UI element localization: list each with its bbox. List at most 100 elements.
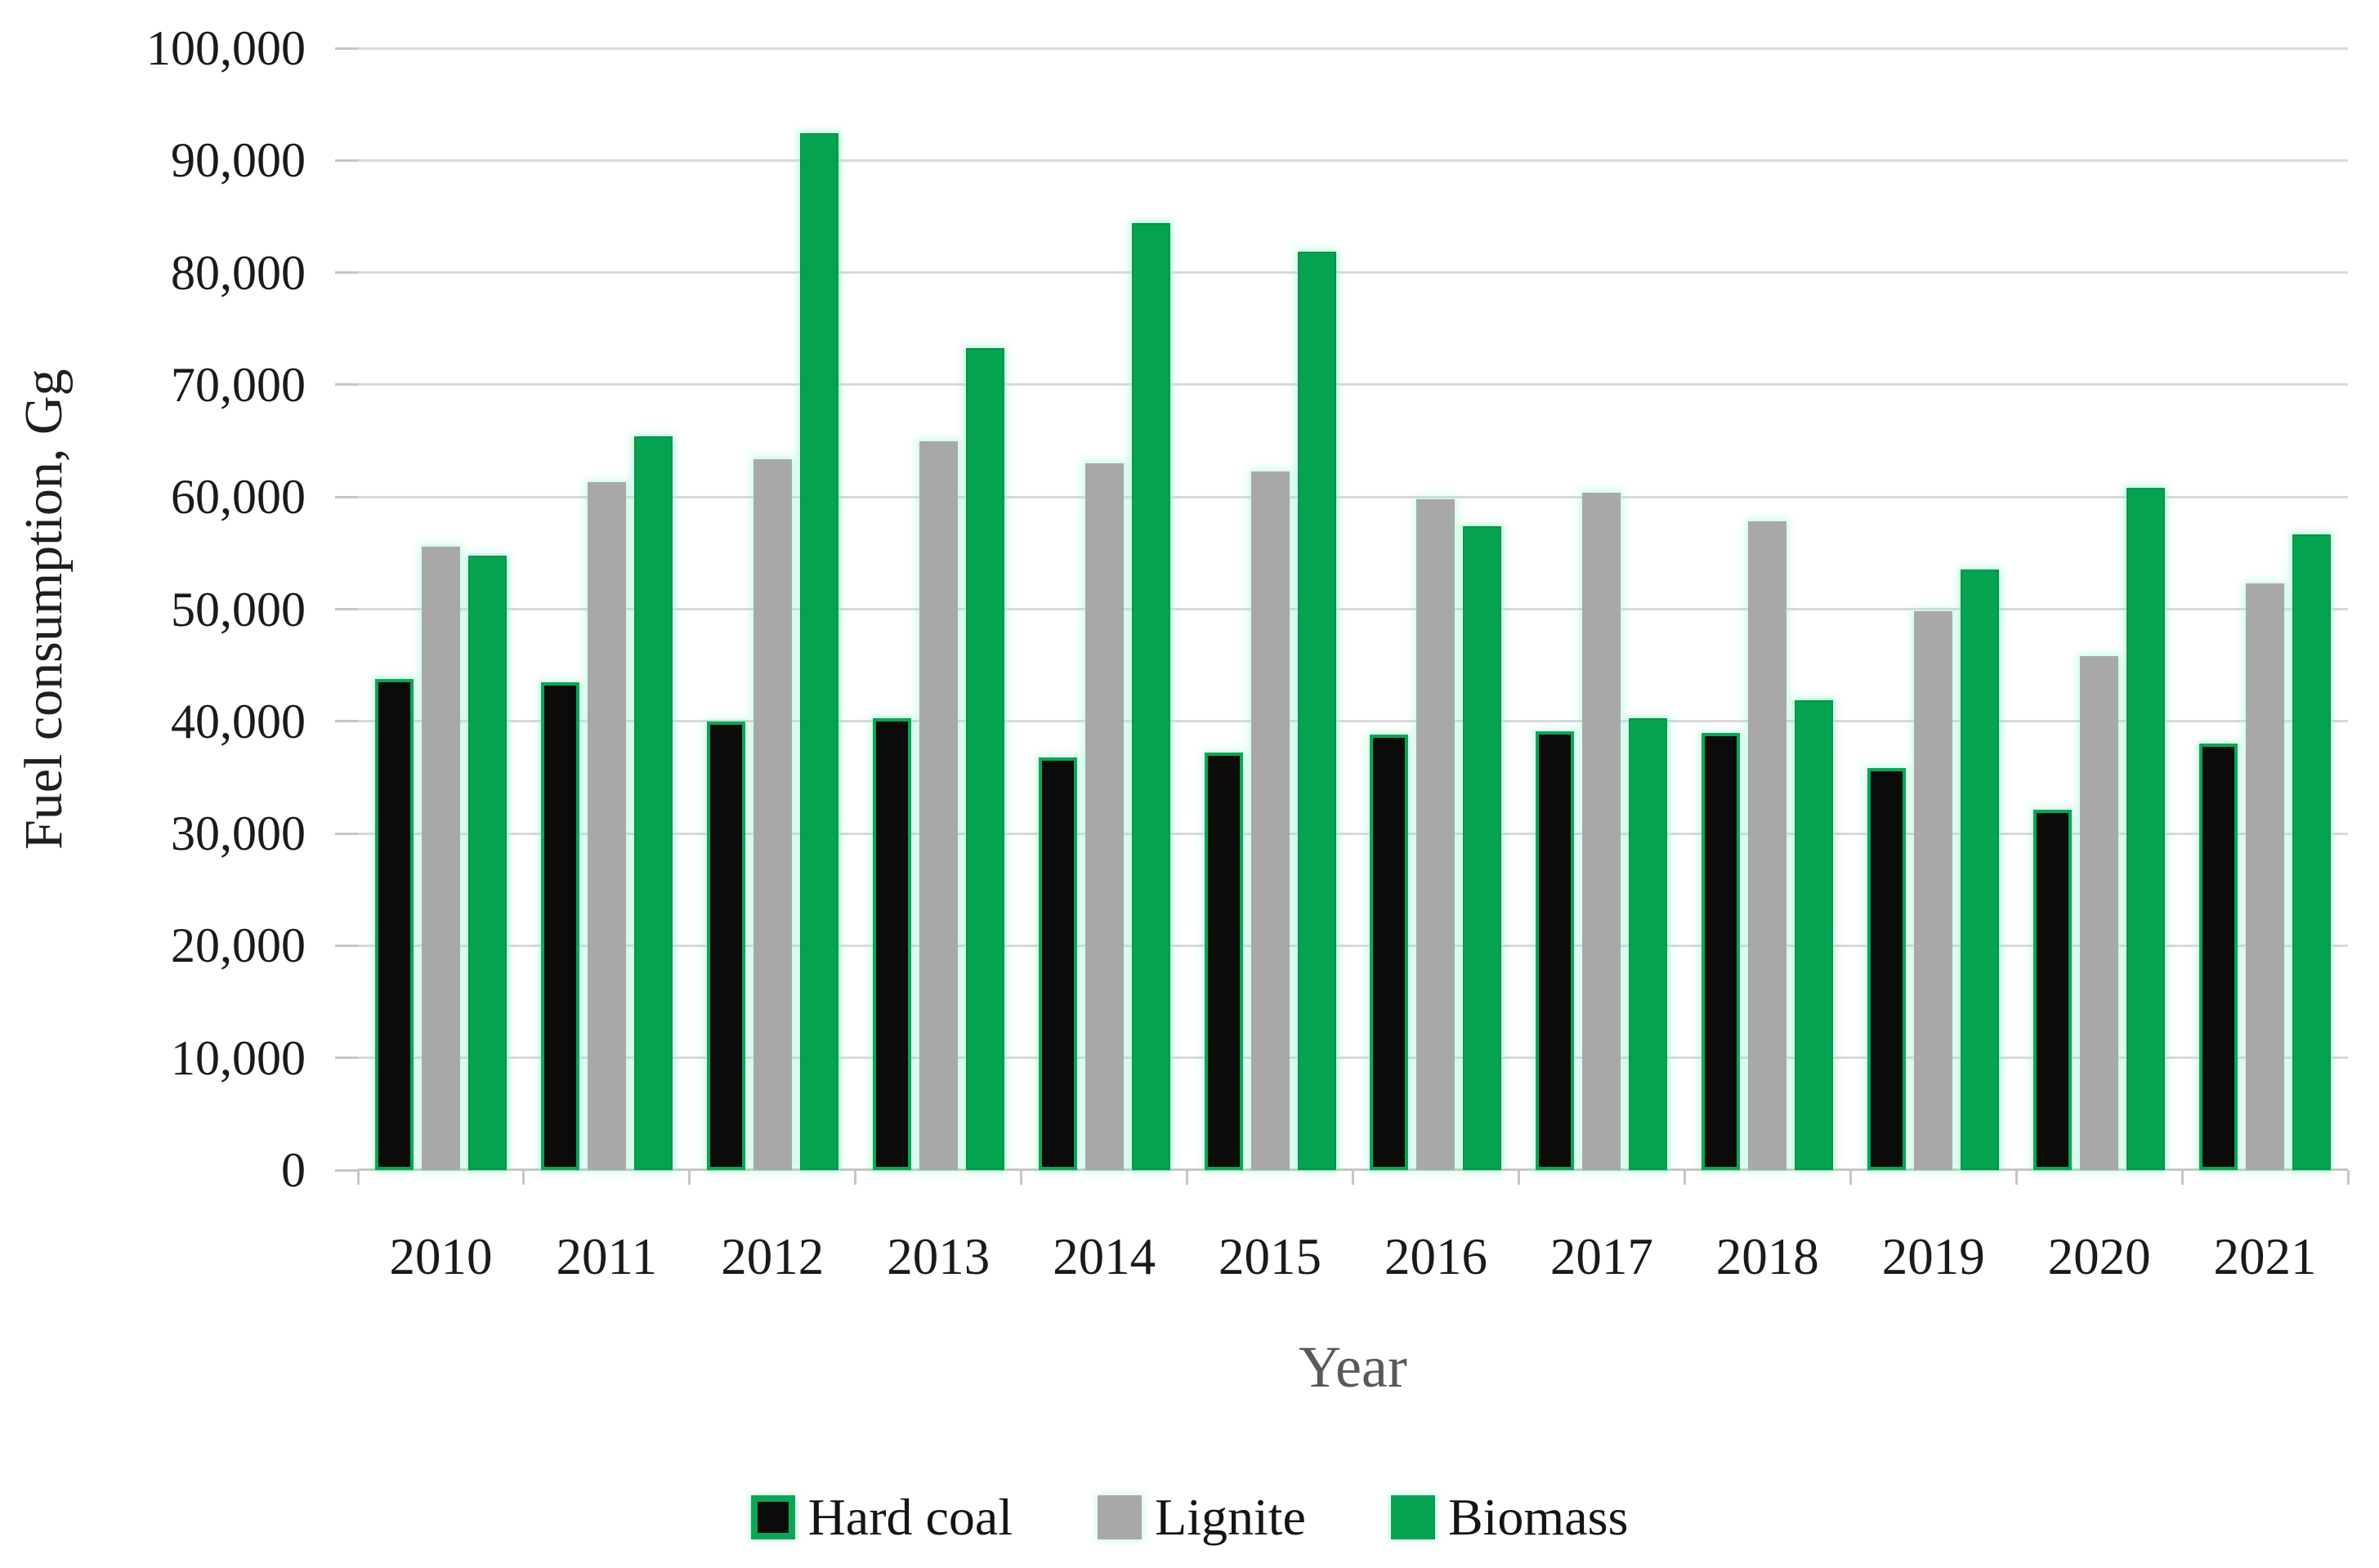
x-axis-title: Year (1299, 1334, 1407, 1400)
bar-lignite (421, 547, 460, 1170)
gridline (358, 47, 2348, 50)
y-tick-label: 50,000 (171, 582, 306, 637)
bar-group (2182, 48, 2348, 1170)
bar-hard-coal (540, 682, 579, 1170)
bar-hard-coal (374, 679, 414, 1170)
y-tick-mark (335, 271, 358, 275)
y-tick-mark (335, 832, 358, 835)
legend-item-biomass: Biomass (1390, 1481, 1629, 1554)
x-tick-mark (1020, 1170, 1023, 1185)
bar-biomass (1463, 526, 1502, 1170)
y-tick-label: 90,000 (171, 133, 306, 188)
bar-hard-coal (1702, 733, 1741, 1170)
bar-hard-coal (1038, 757, 1077, 1170)
gridline (358, 495, 2348, 498)
x-tick-label: 2020 (2047, 1228, 2151, 1285)
bar-lignite (2080, 656, 2119, 1170)
plot-area (335, 47, 2350, 1185)
bar-biomass (965, 348, 1004, 1170)
y-tick-mark (335, 720, 358, 723)
y-tick-label: 40,000 (171, 694, 306, 748)
bar-group (1022, 48, 1187, 1170)
bar-group (2016, 48, 2182, 1170)
y-tick-label: 0 (281, 1143, 306, 1197)
legend-label-biomass: Biomass (1447, 1488, 1629, 1546)
y-tick-mark (335, 1057, 358, 1060)
bar-biomass (2292, 534, 2332, 1170)
bar-hard-coal (872, 718, 911, 1170)
bar-biomass (1629, 718, 1668, 1170)
bar-biomass (799, 133, 838, 1170)
bar-hard-coal (2033, 810, 2073, 1170)
bar-biomass (1131, 223, 1170, 1170)
x-tick-mark (688, 1170, 691, 1185)
gridline (358, 159, 2348, 162)
bar-lignite (1748, 521, 1787, 1170)
y-tick-label: 60,000 (171, 470, 306, 525)
x-tick-label: 2017 (1549, 1228, 1653, 1285)
x-tick-mark (1517, 1170, 1520, 1185)
x-tick-mark (2015, 1170, 2018, 1185)
x-tick-mark (2180, 1170, 2184, 1185)
y-tick-mark (335, 383, 358, 386)
bar-hard-coal (2199, 744, 2238, 1170)
y-tick-mark (335, 1168, 358, 1172)
gridline (358, 383, 2348, 386)
y-tick-label: 10,000 (171, 1030, 306, 1085)
bar-lignite (1084, 463, 1124, 1170)
x-tick-label: 2012 (721, 1228, 825, 1285)
bar-hard-coal (1536, 731, 1575, 1170)
legend-item-hard-coal: Hard coal (750, 1481, 1013, 1554)
bar-group (1684, 48, 1850, 1170)
x-tick-mark (854, 1170, 857, 1185)
x-tick-label: 2021 (2213, 1228, 2317, 1285)
y-tick-label: 30,000 (171, 806, 306, 861)
bar-group (1187, 48, 1353, 1170)
bar-lignite (1250, 471, 1290, 1170)
bar-group (1850, 48, 2016, 1170)
bar-lignite (2246, 583, 2285, 1170)
bar-lignite (753, 459, 792, 1170)
gridline (358, 944, 2348, 947)
bar-hard-coal (1204, 753, 1243, 1170)
legend: Hard coal Lignite Biomass (0, 1481, 2379, 1554)
x-tick-label: 2011 (556, 1228, 658, 1285)
gridline (358, 608, 2348, 610)
bar-group (1353, 48, 1519, 1170)
y-tick-label: 70,000 (171, 357, 306, 412)
legend-swatch-lignite-icon (1098, 1495, 1143, 1539)
x-axis-baseline (358, 1168, 2348, 1171)
legend-item-lignite: Lignite (1098, 1481, 1306, 1554)
x-tick-label: 2015 (1219, 1228, 1322, 1285)
y-tick-mark (335, 944, 358, 947)
bar-hard-coal (706, 721, 745, 1170)
x-tick-label: 2016 (1384, 1228, 1487, 1285)
x-tick-mark (1849, 1170, 1852, 1185)
x-tick-mark (2346, 1170, 2350, 1185)
gridline (358, 720, 2348, 723)
bar-hard-coal (1867, 768, 1907, 1170)
gridline (358, 271, 2348, 275)
bar-biomass (1297, 252, 1336, 1170)
y-tick-mark (335, 47, 358, 50)
legend-label-hard-coal: Hard coal (807, 1488, 1013, 1546)
bar-biomass (2126, 488, 2166, 1170)
y-tick-label: 100,000 (146, 21, 306, 75)
y-tick-label: 20,000 (171, 918, 306, 973)
x-tick-label: 2014 (1053, 1228, 1156, 1285)
bar-lignite (587, 482, 626, 1170)
bar-group (856, 48, 1022, 1170)
y-tick-mark (335, 159, 358, 162)
y-tick-mark (335, 495, 358, 498)
legend-label-lignite: Lignite (1155, 1488, 1306, 1546)
x-tick-mark (1352, 1170, 1354, 1185)
x-tick-label: 2010 (389, 1228, 493, 1285)
bar-biomass (1961, 570, 2000, 1170)
gridline (358, 1057, 2348, 1060)
legend-swatch-hard-coal-icon (750, 1495, 795, 1539)
bar-group (690, 48, 856, 1170)
bar-biomass (1795, 700, 1834, 1170)
bar-lignite (1582, 493, 1621, 1170)
y-tick-mark (335, 608, 358, 610)
